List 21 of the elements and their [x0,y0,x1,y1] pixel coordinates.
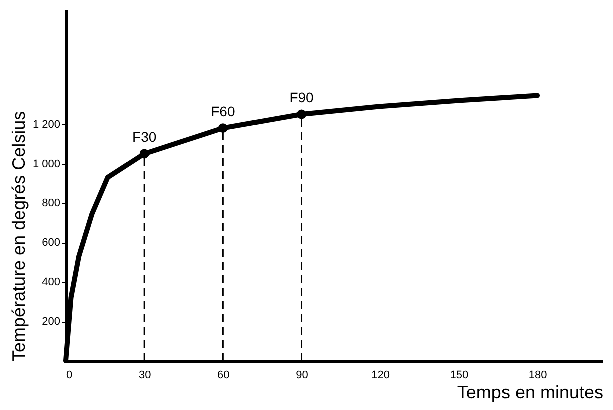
point [218,124,228,134]
x-tick-label: 90 [296,370,308,382]
y-axis-title: Température en degrés Celsius [8,111,29,362]
point [140,149,150,159]
x-tick-label: 0 [66,370,73,382]
y-tick-label: 800 [42,198,60,210]
y-tick-label: 200 [42,316,60,328]
x-tick-label: 120 [372,370,390,382]
point [297,110,306,120]
y-tick-label: 400 [42,276,60,289]
x-tick-label: 30 [138,370,152,382]
annotation: F60 [211,103,236,120]
annotation: F90 [290,90,314,106]
x-axis-title: Temps en minutes [457,382,604,402]
y-tick-label: 1 000 [32,158,60,170]
x-tick-label: 60 [218,370,230,382]
y-tick-label: 1 200 [32,118,60,131]
y-tick-label: 600 [42,237,60,250]
annotation: F30 [132,128,157,145]
x-tick-label: 180 [528,370,548,382]
x-tick-label: 150 [450,370,469,382]
